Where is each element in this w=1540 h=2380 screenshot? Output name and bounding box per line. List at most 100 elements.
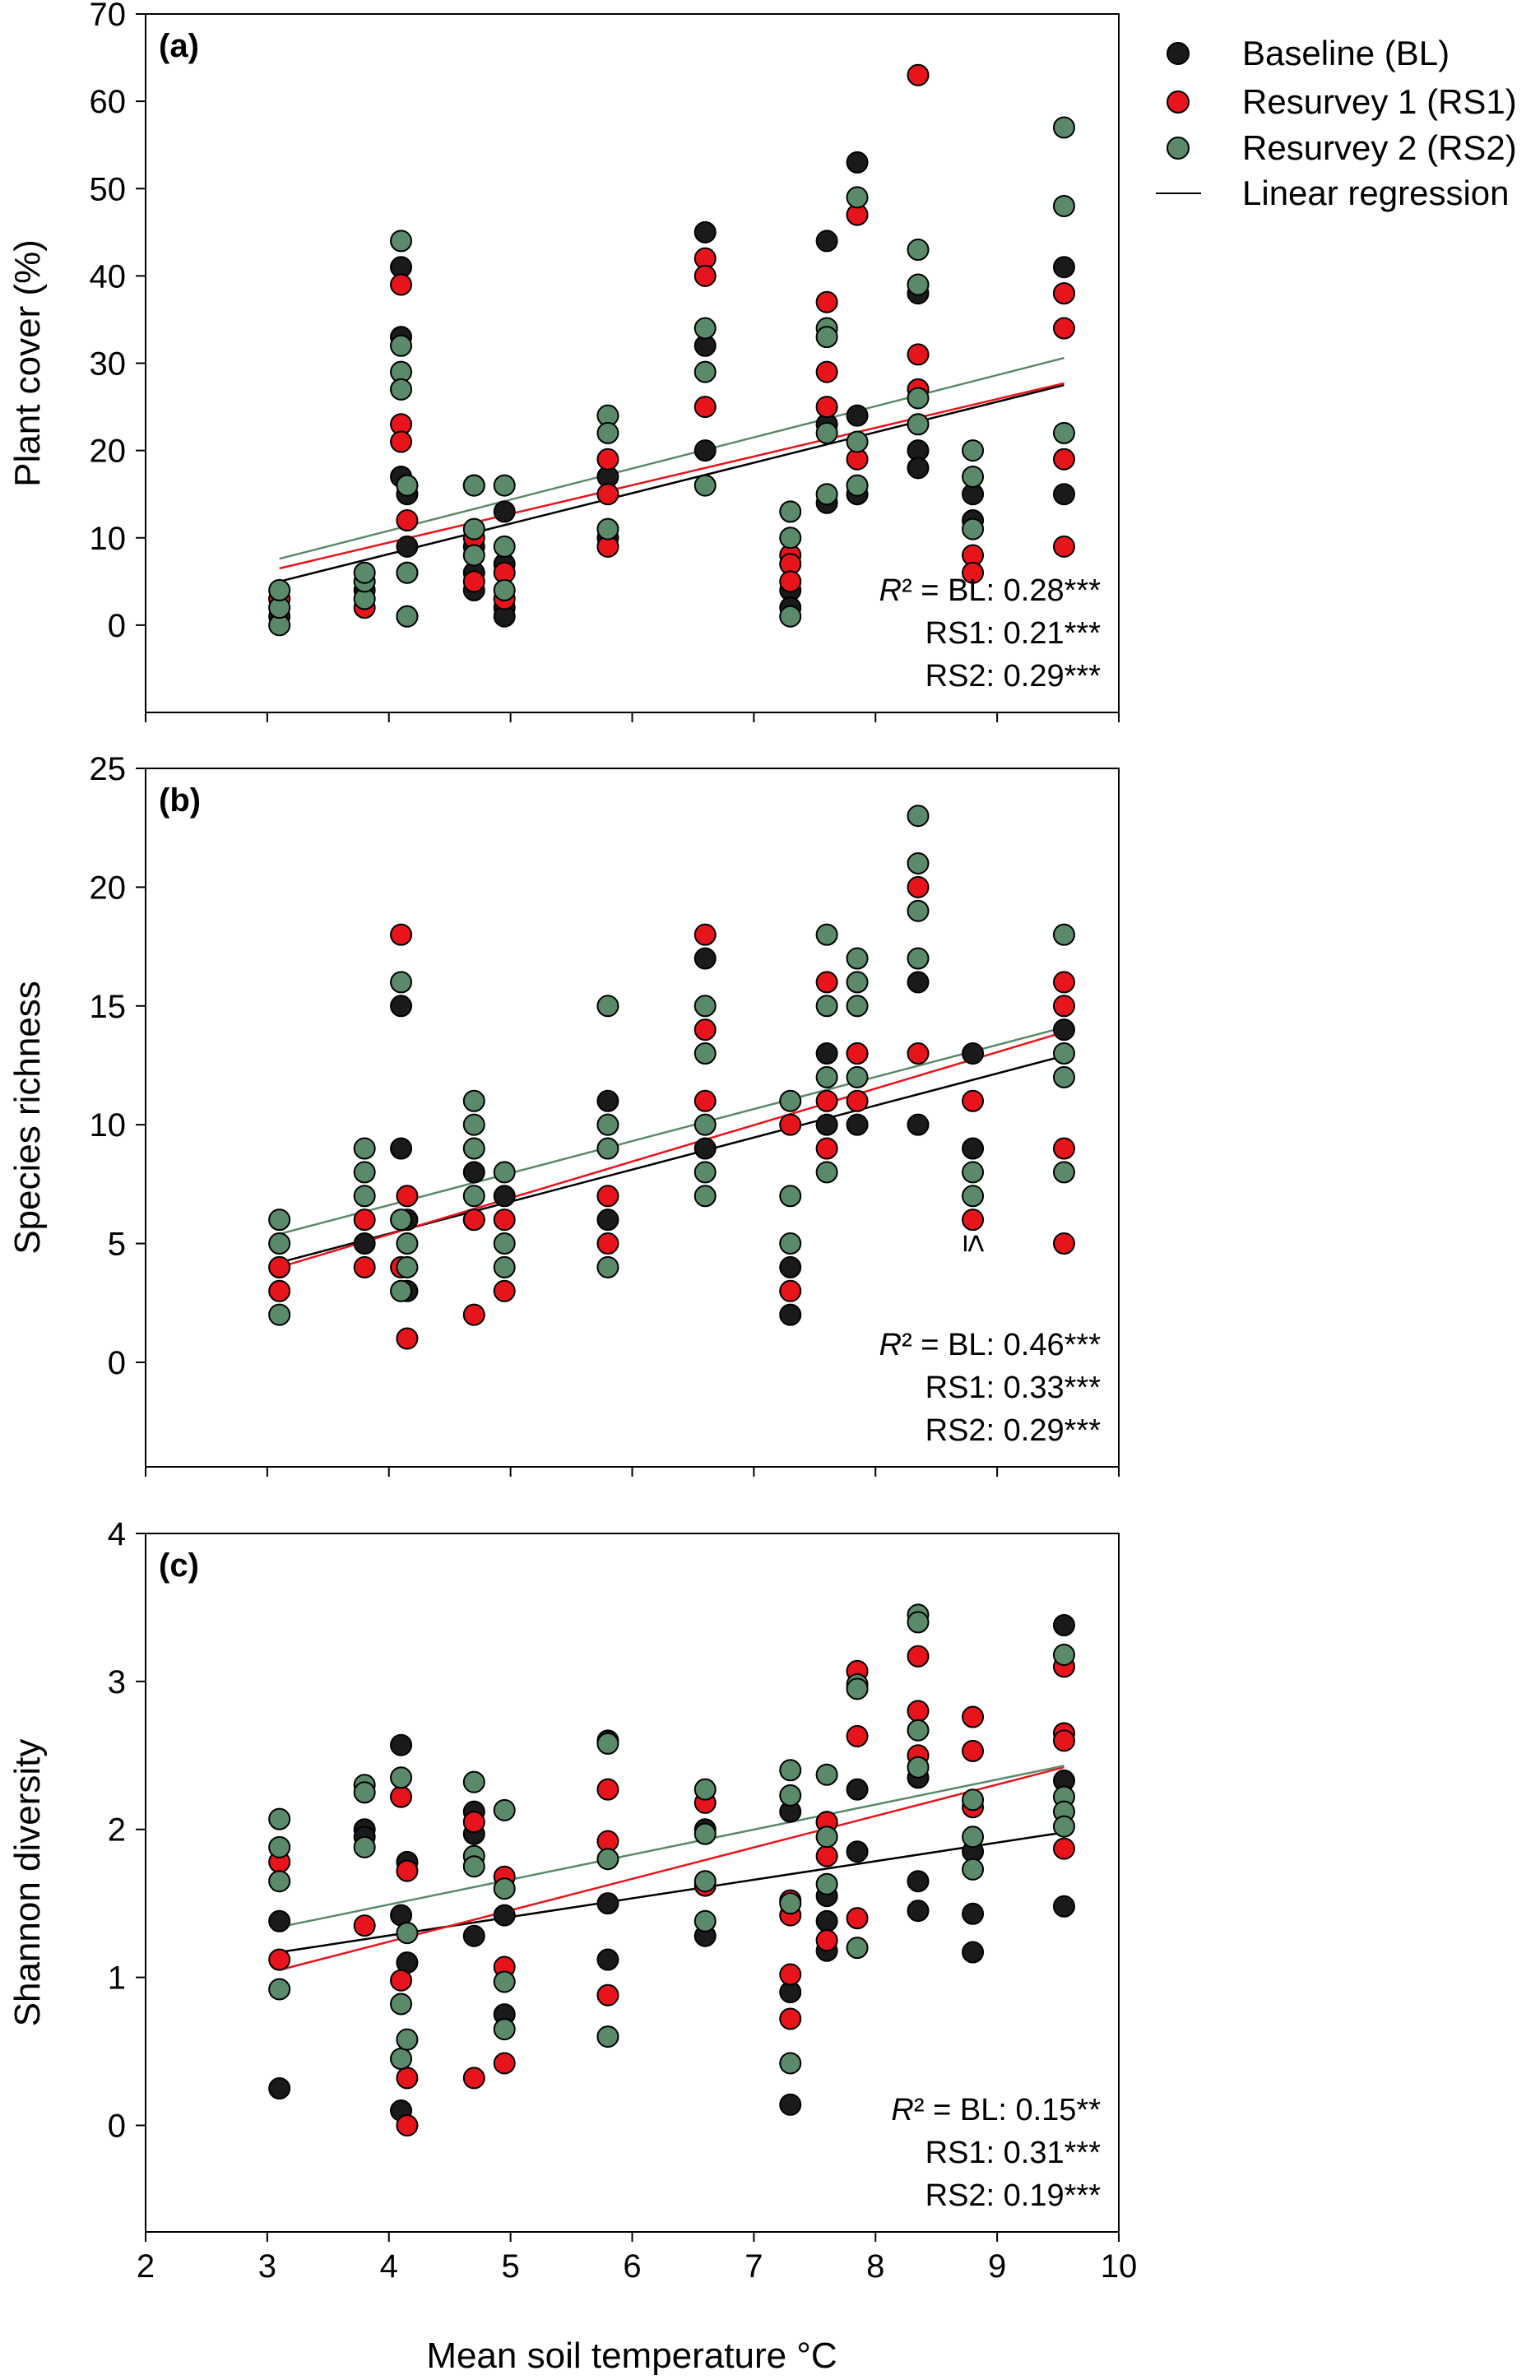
point-bl-b-20	[907, 1113, 930, 1136]
point-rs2-c-8	[390, 1993, 413, 2016]
legend-label-regression: Linear regression	[1242, 174, 1510, 212]
point-rs2-b-28	[779, 1185, 802, 1208]
point-bl-b-21	[962, 1042, 985, 1065]
point-rs2-a-33	[846, 430, 869, 453]
point-rs2-a-22	[693, 317, 717, 340]
stat-label-c-1: RS1:	[925, 2136, 1004, 2170]
point-rs1-c-1	[268, 1948, 291, 1971]
point-rs2-a-12	[396, 605, 419, 628]
point-rs1-a-26	[907, 63, 930, 86]
stat-value-c-1: 0.31***	[1004, 2136, 1102, 2170]
point-rs2-b-22	[693, 995, 717, 1018]
point-rs2-a-25	[779, 500, 802, 523]
point-bl-c-1	[268, 2077, 291, 2100]
stat-value-b-2: 0.29***	[1004, 1413, 1102, 1448]
point-rs2-a-7	[390, 334, 413, 357]
point-rs1-a-31	[1052, 282, 1075, 305]
point-rs2-b-20	[596, 1137, 619, 1160]
point-bl-c-24	[815, 1909, 838, 1932]
point-rs2-b-34	[846, 947, 869, 970]
point-rs2-b-13	[462, 1137, 485, 1160]
point-rs2-a-9	[390, 378, 413, 401]
y-tick-label-b-15: 15	[90, 989, 127, 1025]
stat-label-b-0: BL:	[948, 1328, 1004, 1362]
point-rs2-a-13	[462, 474, 485, 497]
point-rs2-a-29	[815, 326, 838, 349]
point-rs1-a-22	[815, 360, 838, 383]
point-bl-b-13	[779, 1255, 802, 1278]
point-bl-a-7	[396, 535, 419, 558]
x-tick-label-c-5: 5	[502, 2248, 520, 2285]
point-rs1-a-17	[693, 396, 717, 419]
point-rs1-b-30	[1052, 1137, 1075, 1160]
point-rs2-b-15	[493, 1161, 516, 1184]
y-tick-label-a-60: 60	[90, 84, 127, 120]
stat-r2-symbol-a: R	[879, 573, 902, 608]
point-rs2-c-30	[815, 1763, 838, 1786]
point-bl-a-19	[693, 220, 717, 244]
point-rs2-c-6	[353, 1835, 376, 1858]
point-rs1-c-21	[779, 2007, 802, 2030]
point-rs2-a-38	[907, 413, 930, 436]
point-rs1-c-2	[353, 1914, 376, 1937]
point-rs2-b-25	[693, 1161, 717, 1184]
point-rs2-c-41	[962, 1826, 985, 1849]
point-rs2-b-14	[462, 1185, 485, 1208]
point-rs2-a-40	[962, 465, 985, 488]
point-rs2-b-26	[693, 1185, 717, 1208]
point-rs2-c-2	[268, 1870, 291, 1893]
point-rs2-a-31	[815, 483, 838, 506]
point-rs2-c-12	[462, 1770, 485, 1793]
stat-label-c-2: RS2:	[925, 2178, 1004, 2213]
point-rs2-a-35	[907, 239, 930, 262]
y-tick-label-b-20: 20	[90, 870, 127, 906]
point-rs2-c-19	[596, 1732, 619, 1755]
legend-item-resurvey-1: Resurvey 1 (RS1)	[1167, 82, 1517, 121]
point-rs1-b-14	[693, 923, 717, 946]
point-rs1-c-27	[846, 1907, 869, 1930]
point-rs2-a-5	[353, 561, 376, 584]
point-rs1-a-2	[390, 273, 413, 296]
point-rs2-a-37	[907, 387, 930, 410]
stat-prefix-a: ² =	[902, 573, 948, 608]
stat-value-a-1: 0.21***	[1004, 616, 1102, 651]
point-bl-c-12	[493, 1904, 516, 1927]
point-rs2-c-29	[779, 2052, 802, 2075]
point-bl-b-14	[779, 1303, 802, 1326]
point-rs2-c-39	[907, 1756, 930, 1779]
point-rs2-c-10	[396, 1922, 419, 1945]
point-rs2-c-11	[396, 2028, 419, 2051]
legend-item-baseline: Baseline (BL)	[1167, 34, 1450, 72]
point-bl-b-1	[353, 1232, 376, 1255]
point-rs2-b-18	[596, 995, 619, 1018]
point-rs2-c-43	[1052, 1643, 1075, 1666]
stat-value-c-0: 0.15**	[1015, 2093, 1101, 2127]
point-rs2-b-39	[907, 852, 930, 875]
point-rs1-c-8	[462, 1811, 485, 1834]
point-rs2-c-14	[462, 1855, 485, 1878]
point-rs2-b-46	[1052, 1065, 1075, 1088]
point-bl-b-16	[815, 1113, 838, 1136]
panel-a: 0 10 20 30 40 50 60 70 Plant cover (%) (a) R² = BL…	[7, 0, 1120, 722]
point-rs2-b-16	[493, 1232, 516, 1255]
point-bl-b-6	[462, 1161, 485, 1184]
point-rs2-b-30	[815, 923, 838, 946]
legend-label-rs1: Resurvey 1 (RS1)	[1242, 82, 1517, 121]
stat-label-c-0: BL:	[960, 2093, 1016, 2127]
point-rs2-a-44	[1052, 421, 1075, 444]
point-rs2-b-5	[353, 1185, 376, 1208]
x-tick-label-c-6: 6	[623, 2248, 641, 2285]
point-rs2-c-1	[268, 1835, 291, 1858]
point-bl-b-18	[846, 1113, 869, 1136]
point-rs2-a-34	[846, 474, 869, 497]
point-rs1-b-28	[1052, 971, 1075, 994]
point-bl-b-15	[815, 1042, 838, 1065]
point-bl-a-12	[493, 500, 516, 523]
stat-line-c-2: RS2: 0.19***	[925, 2178, 1102, 2213]
point-rs2-c-42	[962, 1858, 985, 1881]
point-bl-b-11	[693, 947, 717, 970]
point-rs2-b-36	[846, 995, 869, 1018]
x-tick-label-c-3: 3	[258, 2248, 276, 2285]
y-tick-label-a-40: 40	[90, 258, 127, 295]
stat-prefix-b: ² =	[902, 1328, 948, 1362]
